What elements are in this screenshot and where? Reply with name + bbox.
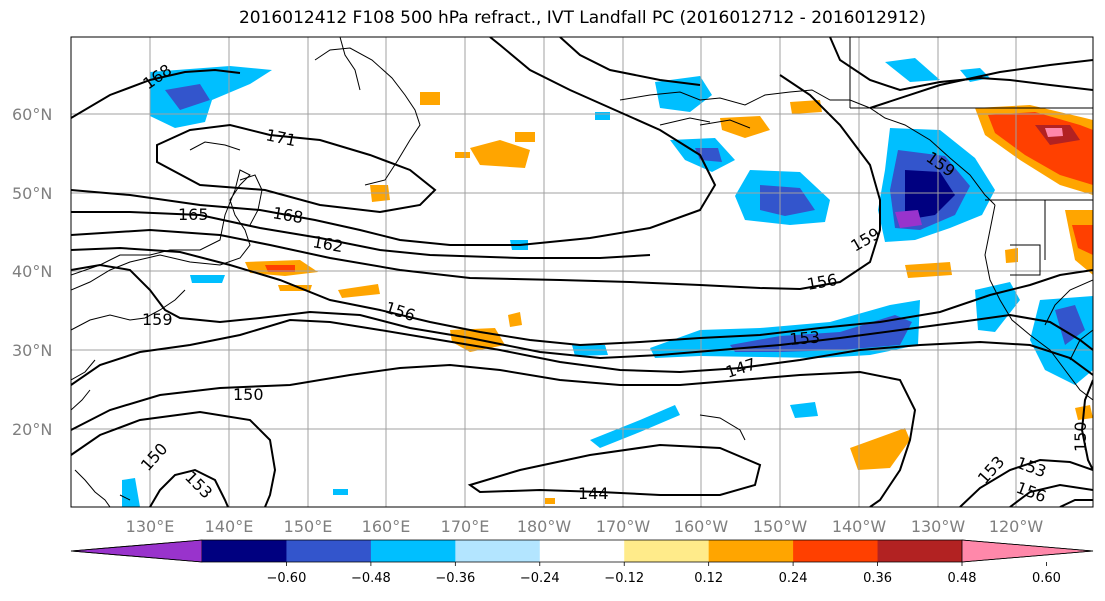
map-title: 2016012412 F108 500 hPa refract., IVT La… xyxy=(238,8,926,28)
lon-label: 150°E xyxy=(284,517,333,536)
colorbar-segment xyxy=(202,540,287,562)
colorbar-segment xyxy=(286,540,372,562)
positive-anomaly-region xyxy=(1072,225,1093,255)
lon-label: 150°W xyxy=(753,517,808,536)
positive-anomaly-region xyxy=(545,498,555,504)
positive-anomaly-region xyxy=(265,265,295,272)
positive-anomaly-region xyxy=(508,312,522,327)
colorbar-tick-label: 0.48 xyxy=(948,571,977,586)
contour-lines xyxy=(71,37,1093,507)
negative-anomaly-region xyxy=(1055,305,1085,345)
colorbar: −0.60 −0.48 −0.36 −0.24 −0.12 0.12 0.24 0.36 0.4… xyxy=(70,539,1094,586)
colorbar-segment xyxy=(877,540,963,562)
colorbar-tick-label: 0.60 xyxy=(1032,571,1061,586)
lon-label: 180°W xyxy=(517,517,572,536)
lon-label: 160°E xyxy=(362,517,411,536)
colorbar-tick-label: 0.12 xyxy=(694,571,723,586)
negative-anomaly-region xyxy=(595,112,610,120)
positive-anomaly-region xyxy=(1045,128,1063,137)
negative-anomaly-region xyxy=(122,478,140,507)
shading-layer xyxy=(122,58,1093,507)
map-frame xyxy=(70,36,1094,508)
positive-anomaly-region xyxy=(420,92,440,105)
colorbar-ticks: −0.60 −0.48 −0.36 −0.24 −0.12 0.12 0.24 0.36 0.4… xyxy=(267,562,1061,586)
positive-anomaly-region xyxy=(515,132,535,142)
negative-anomaly-region xyxy=(790,402,818,418)
graticule xyxy=(71,37,1093,507)
colorbar-tick-label: −0.12 xyxy=(604,571,644,586)
lon-label: 120°W xyxy=(989,517,1044,536)
colorbar-segment xyxy=(793,540,879,562)
colorbar-segment xyxy=(370,540,456,562)
latitude-axis: 60°N 50°N 40°N 30°N 20°N xyxy=(12,105,52,439)
negative-anomaly-region xyxy=(165,84,210,110)
contour-label: 165 xyxy=(178,205,209,224)
negative-anomaly-region xyxy=(150,66,272,128)
contour-label: 153 xyxy=(789,327,821,349)
colorbar-tick-label: −0.48 xyxy=(351,571,391,586)
colorbar-segment xyxy=(539,540,625,562)
contour-label: 150 xyxy=(1071,421,1090,452)
lon-label: 130°W xyxy=(911,517,966,536)
negative-anomaly-region xyxy=(590,405,680,448)
lon-label: 140°E xyxy=(205,517,254,536)
colorbar-extension-low xyxy=(70,539,203,563)
positive-anomaly-region xyxy=(455,152,470,158)
negative-anomaly-region xyxy=(190,275,225,283)
contour-label: 144 xyxy=(578,484,609,503)
positive-anomaly-region xyxy=(790,100,822,114)
map-layers: 168 171 165 168 162 159 159 156 156 153 … xyxy=(71,37,1093,507)
positive-anomaly-region xyxy=(905,262,952,278)
colorbar-tick-label: 0.36 xyxy=(863,571,892,586)
colorbar-outline xyxy=(70,539,1094,563)
lat-label: 60°N xyxy=(12,105,52,124)
colorbar-segments xyxy=(70,539,1094,563)
negative-anomaly-region xyxy=(895,210,922,228)
colorbar-tick-label: −0.24 xyxy=(520,571,560,586)
positive-anomaly-region xyxy=(338,284,380,298)
negative-anomaly-region xyxy=(885,58,940,82)
lat-label: 20°N xyxy=(12,420,52,439)
contour-label: 159 xyxy=(142,310,173,329)
negative-anomaly-region xyxy=(905,170,955,220)
negative-anomaly-region xyxy=(333,489,348,495)
lon-label: 170°W xyxy=(596,517,651,536)
colorbar-extension-high xyxy=(961,539,1094,563)
lat-label: 30°N xyxy=(12,341,52,360)
positive-anomaly-region xyxy=(850,428,910,470)
colorbar-segment xyxy=(624,540,710,562)
colorbar-segment xyxy=(455,540,541,562)
positive-anomaly-region xyxy=(1005,248,1018,263)
colorbar-tick-label: −0.36 xyxy=(435,571,475,586)
lon-label: 160°W xyxy=(674,517,729,536)
colorbar-segment xyxy=(708,540,794,562)
lon-label: 140°W xyxy=(832,517,887,536)
colorbar-tick-label: −0.60 xyxy=(267,571,307,586)
lat-label: 40°N xyxy=(12,262,52,281)
lat-label: 50°N xyxy=(12,184,52,203)
contour-label: 150 xyxy=(233,385,264,404)
negative-anomaly-region xyxy=(975,282,1020,332)
longitude-axis: 130°E 140°E 150°E 160°E 170°E 180°W 170°… xyxy=(126,517,1044,536)
lon-label: 130°E xyxy=(126,517,175,536)
positive-anomaly-region xyxy=(470,140,530,168)
colorbar-tick-label: 0.24 xyxy=(779,571,808,586)
lon-label: 170°E xyxy=(441,517,490,536)
